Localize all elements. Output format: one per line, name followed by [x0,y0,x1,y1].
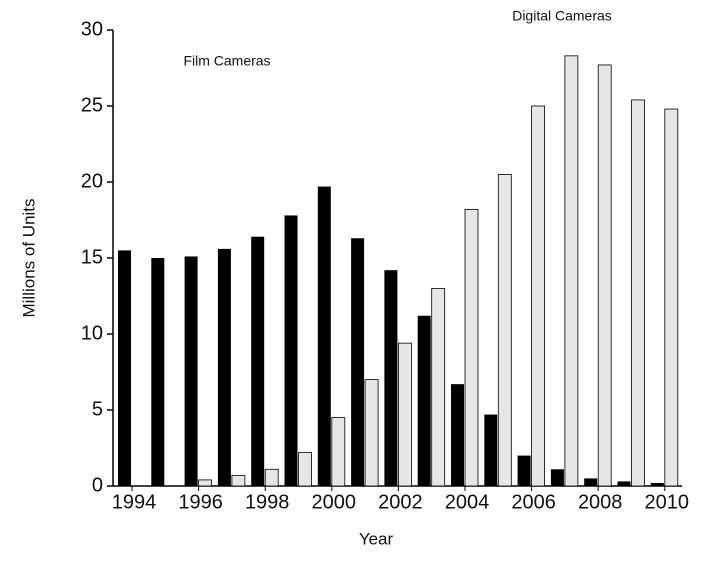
bar [251,236,265,486]
x-tick-label: 1998 [245,491,290,513]
x-tick-label: 2006 [511,491,556,513]
x-tick-label: 2002 [378,491,423,513]
bar [531,105,545,487]
x-tick-label: 2010 [645,491,690,513]
bar [151,258,165,486]
bar [597,64,612,487]
bar [264,468,279,487]
bar [650,482,664,486]
bar [664,108,679,487]
x-tick-label: 2000 [312,491,357,513]
series-label: Film Cameras [183,53,270,69]
bar [118,250,131,486]
bar [198,479,213,487]
bar [617,481,631,486]
y-tick-label: 30 [81,18,103,40]
bar [451,384,464,486]
bar [564,55,579,487]
y-tick-label: 20 [81,170,103,192]
bar [184,256,198,486]
bar [417,315,431,486]
y-axis-label: Millions of Units [19,198,38,317]
bar [317,186,331,486]
bar [284,215,298,486]
bar [217,248,231,486]
bar [584,478,598,486]
y-tick-label: 15 [81,246,103,268]
x-tick-label: 2008 [578,491,623,513]
bar [484,414,498,486]
bar [364,379,379,487]
x-axis-label: Year [359,529,394,548]
x-tick-label: 1994 [112,491,157,513]
bar [298,452,312,487]
x-tick-label: 2004 [445,491,490,513]
bar [464,208,479,487]
bar [497,173,512,487]
bar [517,455,531,486]
bar [397,342,412,487]
bar [331,417,346,487]
bar [384,270,398,486]
y-tick-label: 10 [81,322,103,344]
bar [431,287,446,487]
series-label: Digital Cameras [512,8,612,24]
bar [351,238,365,486]
bar [231,474,246,487]
bar [550,469,564,486]
y-tick-label: 0 [92,474,103,496]
x-tick-label: 1996 [178,491,223,513]
y-tick-label: 5 [92,398,103,420]
bar [631,99,645,487]
y-tick-label: 25 [81,94,103,116]
